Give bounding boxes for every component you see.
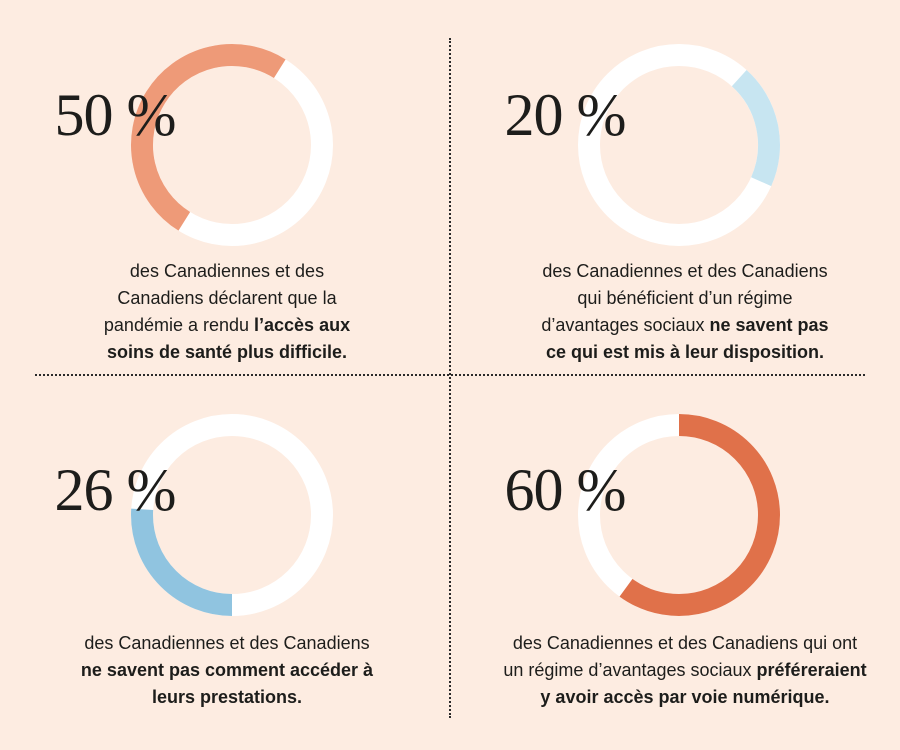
horizontal-divider <box>35 374 865 376</box>
donut-chart <box>131 414 333 616</box>
caption-text: Canadiens déclarent que la <box>117 288 337 308</box>
percentage-value: 26 % <box>54 456 177 523</box>
caption-text: qui bénéficient d’un régime <box>577 288 793 308</box>
donut-chart <box>578 44 780 246</box>
caption-line: Canadiens déclarent que la <box>22 285 432 312</box>
caption-line: des Canadiennes et des Canadiens <box>22 630 432 657</box>
caption-emphasis: soins de santé plus difficile. <box>106 342 348 362</box>
caption-text: des Canadiennes et des Canadiens <box>542 261 828 281</box>
percentage-value: 60 % <box>504 456 627 523</box>
donut-arc <box>131 44 333 246</box>
caption-emphasis: ce qui est mis à leur disposition. <box>545 342 825 362</box>
caption-line: pandémie a rendu l’accès aux <box>22 312 432 339</box>
caption-emphasis: ne savent pas <box>709 315 829 335</box>
caption-emphasis: y avoir accès par voie numérique. <box>540 687 830 707</box>
stat-caption: des Canadiennes et des Canadiens ne saven… <box>22 630 432 711</box>
caption-line: d’avantages sociaux ne savent pas <box>480 312 890 339</box>
percentage-value: 20 % <box>504 81 627 148</box>
caption-line: soins de santé plus difficile. <box>22 339 432 366</box>
stat-caption: des Canadiennes et des Canadiens qui béné… <box>480 258 890 366</box>
caption-line: leurs prestations. <box>22 684 432 711</box>
caption-text: des Canadiennes et des <box>129 261 325 281</box>
caption-line: des Canadiennes et des Canadiens qui ont <box>480 630 890 657</box>
stat-panel-benefits-awareness: 20 % des Canadiennes et des Canadiens qui… <box>450 0 900 375</box>
caption-emphasis: l’accès aux <box>254 315 351 335</box>
caption-emphasis: leurs prestations. <box>151 687 303 707</box>
caption-line: qui bénéficient d’un régime <box>480 285 890 312</box>
donut-arc <box>131 414 333 616</box>
caption-line: ce qui est mis à leur disposition. <box>480 339 890 366</box>
stat-panel-digital-access: 60 % des Canadiennes et des Canadiens qu… <box>450 375 900 750</box>
caption-text: un régime d’avantages sociaux <box>503 660 757 680</box>
stat-panel-benefits-access: 26 % des Canadiennes et des Canadiens ne … <box>0 375 450 750</box>
caption-text: des Canadiennes et des Canadiens qui ont <box>512 633 858 653</box>
caption-line: des Canadiennes et des Canadiens <box>480 258 890 285</box>
caption-line: ne savent pas comment accéder à <box>22 657 432 684</box>
caption-line: des Canadiennes et des <box>22 258 432 285</box>
donut-chart <box>578 414 780 616</box>
percentage-value: 50 % <box>54 81 177 148</box>
stat-caption: des Canadiennes et des Canadiens qui ont… <box>480 630 890 711</box>
caption-emphasis: préféreraient <box>756 660 867 680</box>
stat-caption: des Canadiennes et des Canadiens déclaren… <box>22 258 432 366</box>
donut-arc <box>578 414 780 616</box>
caption-text: d’avantages sociaux <box>541 315 710 335</box>
donut-chart <box>131 44 333 246</box>
caption-line: un régime d’avantages sociaux préférerai… <box>480 657 890 684</box>
vertical-divider <box>449 38 451 718</box>
caption-text: des Canadiennes et des Canadiens <box>84 633 370 653</box>
caption-text: pandémie a rendu <box>103 315 255 335</box>
caption-emphasis: ne savent pas comment accéder à <box>80 660 374 680</box>
stat-panel-access-care: 50 % des Canadiennes et des Canadiens déc… <box>0 0 450 375</box>
caption-line: y avoir accès par voie numérique. <box>480 684 890 711</box>
